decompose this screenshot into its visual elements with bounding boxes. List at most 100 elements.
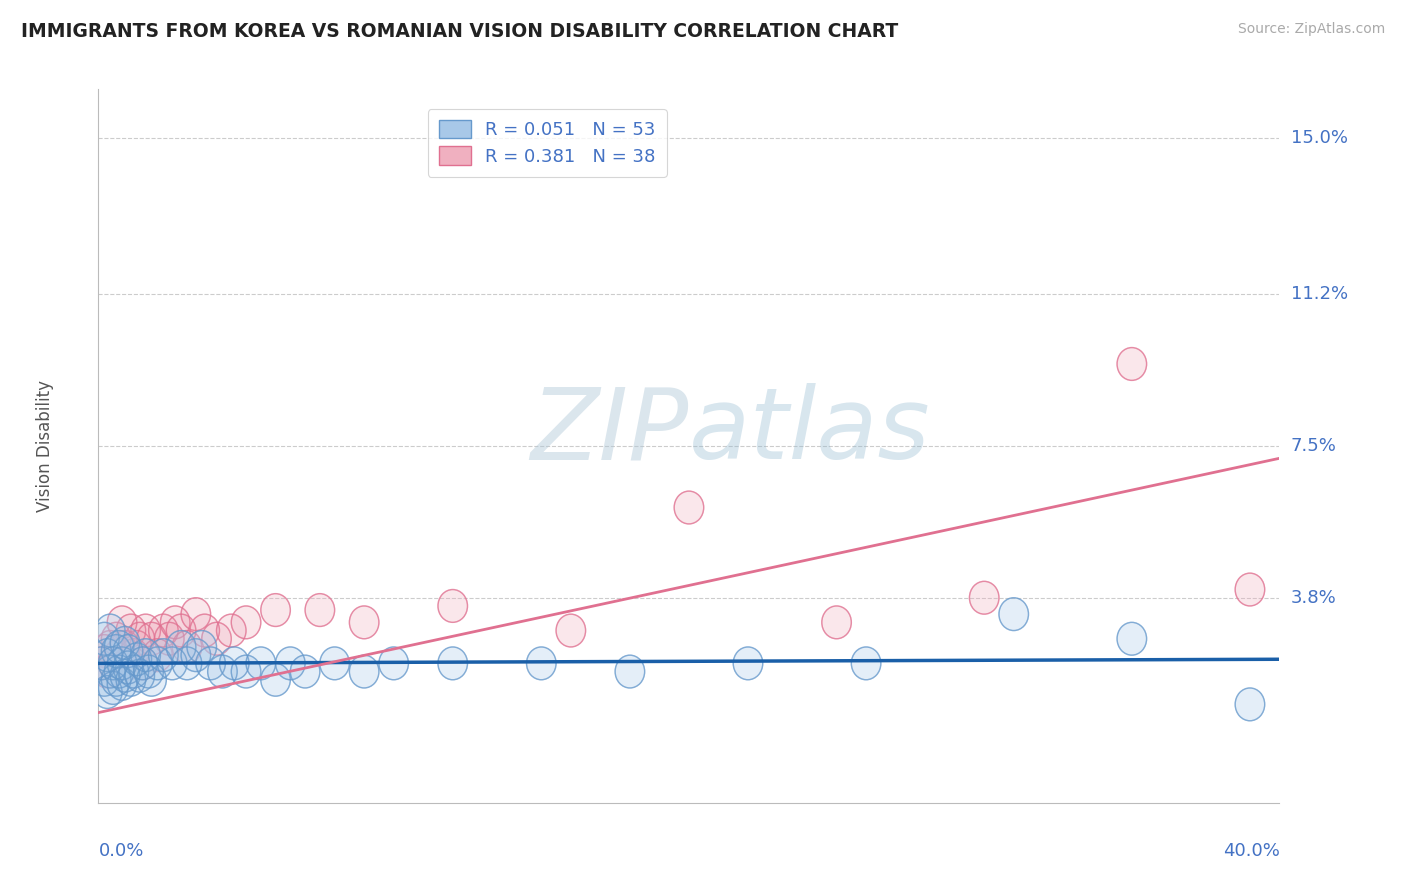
Ellipse shape <box>195 647 225 680</box>
Ellipse shape <box>1236 688 1265 721</box>
Ellipse shape <box>110 626 139 659</box>
Ellipse shape <box>246 647 276 680</box>
Ellipse shape <box>104 631 134 664</box>
Ellipse shape <box>128 647 157 680</box>
Ellipse shape <box>557 615 586 647</box>
Ellipse shape <box>155 623 184 655</box>
Text: Vision Disability: Vision Disability <box>37 380 55 512</box>
Ellipse shape <box>157 647 187 680</box>
Ellipse shape <box>439 590 467 623</box>
Ellipse shape <box>262 594 291 626</box>
Ellipse shape <box>1236 574 1265 606</box>
Ellipse shape <box>134 655 163 688</box>
Ellipse shape <box>208 655 238 688</box>
Ellipse shape <box>675 491 704 524</box>
Ellipse shape <box>149 639 179 672</box>
Ellipse shape <box>120 639 149 672</box>
Ellipse shape <box>143 639 173 672</box>
Ellipse shape <box>101 634 131 667</box>
Ellipse shape <box>380 647 409 680</box>
Text: atlas: atlas <box>689 384 931 480</box>
Ellipse shape <box>90 623 120 655</box>
Ellipse shape <box>217 615 246 647</box>
Ellipse shape <box>262 664 291 696</box>
Ellipse shape <box>87 647 117 680</box>
Text: 15.0%: 15.0% <box>1291 129 1347 147</box>
Ellipse shape <box>160 606 190 639</box>
Text: IMMIGRANTS FROM KOREA VS ROMANIAN VISION DISABILITY CORRELATION CHART: IMMIGRANTS FROM KOREA VS ROMANIAN VISION… <box>21 22 898 41</box>
Ellipse shape <box>122 631 152 664</box>
Text: 0.0%: 0.0% <box>98 842 143 860</box>
Ellipse shape <box>107 647 136 680</box>
Ellipse shape <box>93 675 122 708</box>
Ellipse shape <box>104 639 134 672</box>
Ellipse shape <box>136 664 166 696</box>
Ellipse shape <box>190 615 219 647</box>
Ellipse shape <box>98 672 128 705</box>
Ellipse shape <box>276 647 305 680</box>
Ellipse shape <box>87 647 117 680</box>
Ellipse shape <box>120 655 149 688</box>
Ellipse shape <box>439 647 467 680</box>
Ellipse shape <box>114 651 143 684</box>
Ellipse shape <box>232 606 262 639</box>
Ellipse shape <box>131 615 160 647</box>
Ellipse shape <box>128 647 157 680</box>
Text: 3.8%: 3.8% <box>1291 589 1336 607</box>
Ellipse shape <box>350 606 380 639</box>
Ellipse shape <box>1000 598 1029 631</box>
Ellipse shape <box>1118 623 1147 655</box>
Legend: R = 0.051   N = 53, R = 0.381   N = 38: R = 0.051 N = 53, R = 0.381 N = 38 <box>427 109 666 177</box>
Ellipse shape <box>202 623 232 655</box>
Ellipse shape <box>173 631 202 664</box>
Ellipse shape <box>98 647 128 680</box>
Ellipse shape <box>166 631 195 664</box>
Ellipse shape <box>734 647 763 680</box>
Ellipse shape <box>114 647 143 680</box>
Ellipse shape <box>219 647 249 680</box>
Ellipse shape <box>350 655 380 688</box>
Ellipse shape <box>131 639 160 672</box>
Ellipse shape <box>232 655 262 688</box>
Ellipse shape <box>101 623 131 655</box>
Ellipse shape <box>527 647 557 680</box>
Ellipse shape <box>104 655 134 688</box>
Text: 11.2%: 11.2% <box>1291 285 1348 303</box>
Text: Source: ZipAtlas.com: Source: ZipAtlas.com <box>1237 22 1385 37</box>
Ellipse shape <box>98 647 128 680</box>
Ellipse shape <box>107 606 136 639</box>
Text: ZIP: ZIP <box>530 384 689 480</box>
Ellipse shape <box>616 655 645 688</box>
Ellipse shape <box>166 615 195 647</box>
Ellipse shape <box>110 631 139 664</box>
Ellipse shape <box>96 655 125 688</box>
Ellipse shape <box>117 664 146 696</box>
Ellipse shape <box>90 664 120 696</box>
Ellipse shape <box>93 655 122 688</box>
Ellipse shape <box>136 623 166 655</box>
Ellipse shape <box>96 615 125 647</box>
Ellipse shape <box>143 647 173 680</box>
Ellipse shape <box>107 667 136 700</box>
Ellipse shape <box>1118 348 1147 380</box>
Ellipse shape <box>93 639 122 672</box>
Ellipse shape <box>110 659 139 692</box>
Ellipse shape <box>114 634 143 667</box>
Ellipse shape <box>90 634 120 667</box>
Ellipse shape <box>122 643 152 675</box>
Text: 40.0%: 40.0% <box>1223 842 1279 860</box>
Text: 7.5%: 7.5% <box>1291 437 1337 455</box>
Ellipse shape <box>181 639 211 672</box>
Ellipse shape <box>96 631 125 664</box>
Ellipse shape <box>305 594 335 626</box>
Ellipse shape <box>321 647 350 680</box>
Ellipse shape <box>149 615 179 647</box>
Ellipse shape <box>291 655 321 688</box>
Ellipse shape <box>125 623 155 655</box>
Ellipse shape <box>117 615 146 647</box>
Ellipse shape <box>823 606 852 639</box>
Ellipse shape <box>173 647 202 680</box>
Ellipse shape <box>852 647 882 680</box>
Ellipse shape <box>125 659 155 692</box>
Ellipse shape <box>101 664 131 696</box>
